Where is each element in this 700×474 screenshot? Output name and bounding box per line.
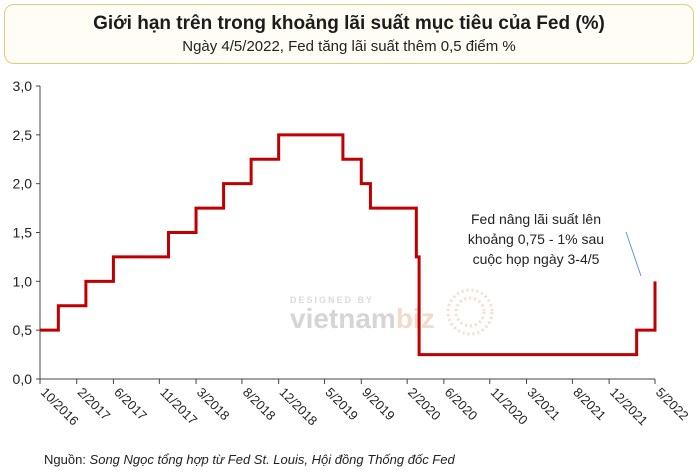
y-tick-label: 0,0 (13, 371, 33, 387)
x-tick-label: 6/2020 (442, 385, 481, 424)
x-tick-label: 6/2017 (111, 385, 150, 424)
source-text: Song Ngọc tổng hợp từ Fed St. Louis, Hội… (89, 452, 455, 467)
y-tick-label: 1,5 (13, 225, 33, 241)
watermark-small: DESIGNED BY (290, 295, 374, 305)
x-tick-label: 5/2019 (322, 385, 361, 424)
chart-header: Giới hạn trên trong khoảng lãi suất mục … (4, 4, 694, 64)
annotation-text: Fed nâng lãi suất lên khoảng 0,75 - 1% sa… (468, 211, 604, 267)
y-tick-label: 1,0 (13, 273, 33, 289)
x-tick-label: 11/2020 (488, 385, 531, 428)
x-tick-label: 5/2022 (653, 385, 692, 424)
y-tick-label: 2,0 (13, 176, 33, 192)
y-tick-label: 2,5 (13, 127, 33, 143)
chart-subtitle: Ngày 4/5/2022, Fed tăng lãi suất thêm 0,… (182, 38, 516, 55)
annotation-line: Fed nâng lãi suất lên (471, 211, 601, 227)
x-tick-label: 8/2018 (240, 385, 279, 424)
watermark-brand: vietnambiz (290, 303, 435, 334)
x-tick-label: 8/2021 (570, 385, 609, 424)
x-tick-label: 9/2019 (359, 385, 398, 424)
y-tick-label: 3,0 (13, 78, 33, 94)
source-label: Nguồn: (44, 452, 90, 467)
x-tick-label: 2/2020 (405, 385, 444, 424)
x-tick-label: 12/2018 (277, 385, 321, 429)
source-note: Nguồn: Song Ngọc tổng hợp từ Fed St. Lou… (44, 452, 455, 467)
watermark: DESIGNED BY vietnambiz (290, 288, 494, 336)
annotation-line: khoảng 0,75 - 1% sau (468, 231, 604, 247)
series-line-rate (40, 133, 657, 357)
watermark-logo-icon (446, 288, 494, 336)
x-tick-label: 10/2016 (38, 385, 82, 429)
y-axis-ticks: 0,0 0,5 1,0 1,5 2,0 2,5 3,0 (13, 78, 40, 387)
chart-title: Giới hạn trên trong khoảng lãi suất mục … (93, 13, 605, 34)
annotation-line: cuộc họp ngày 3-4/5 (473, 251, 600, 267)
x-tick-label: 12/2021 (607, 385, 651, 429)
annotation-leader-line (625, 231, 642, 277)
x-tick-label: 11/2017 (157, 385, 200, 428)
y-tick-label: 0,5 (13, 322, 33, 338)
